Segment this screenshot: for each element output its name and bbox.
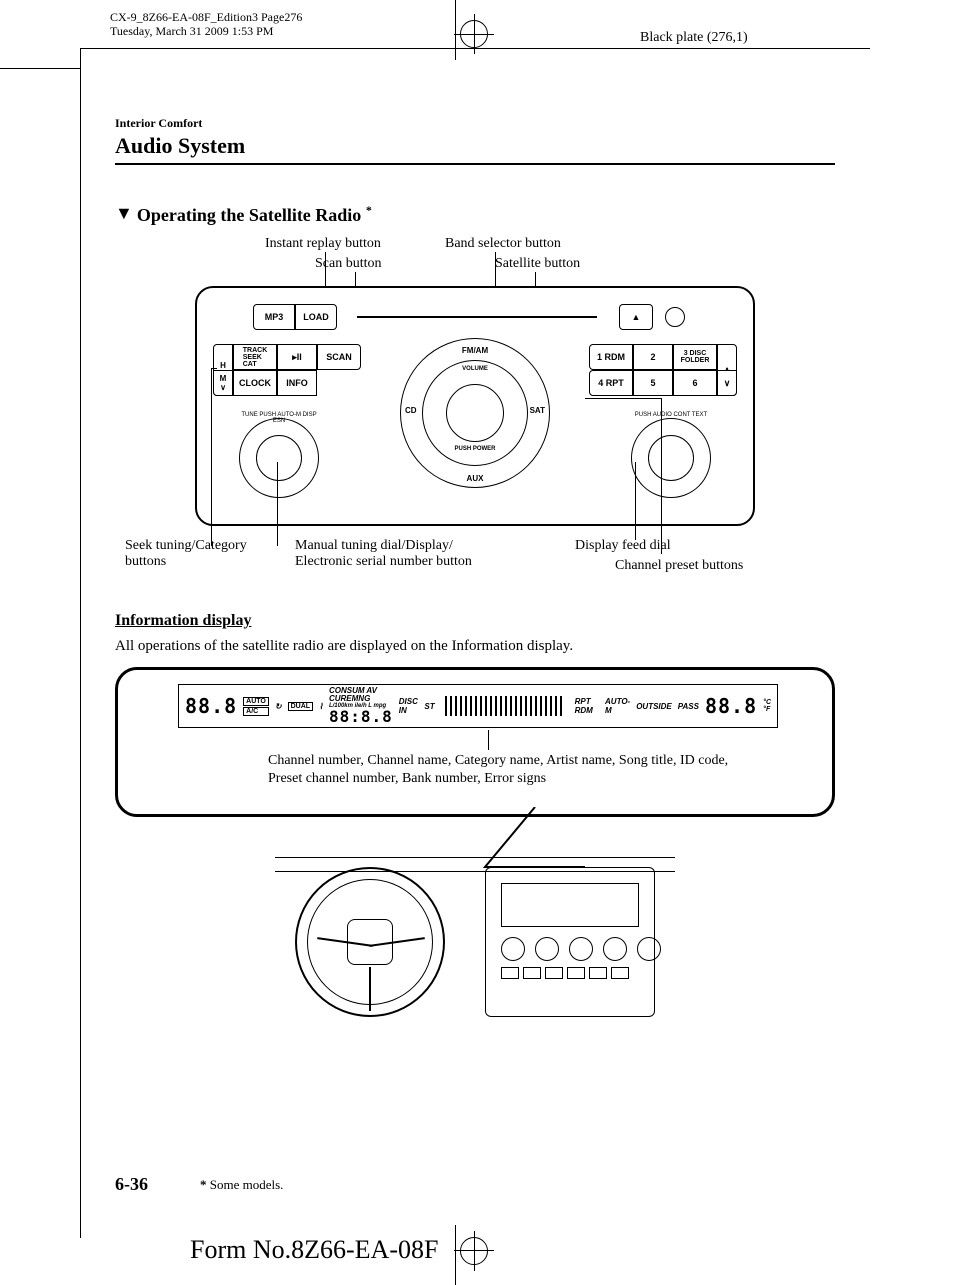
lcd-rptrdm: RPT RDM [575,697,599,715]
callouts-top: Instant replay button Scan button Band s… [115,236,835,286]
m-down-button[interactable]: M∨ [213,370,233,396]
lcd-seg1: 88.8 [185,694,237,718]
lcd-pass: PASS [678,702,699,711]
lcd-consum: CONSUM AV CUREMNG [329,687,393,703]
callout-satellite: Satellite button [495,256,580,272]
callout-manual: Manual tuning dial/Display/ Electronic s… [295,538,472,570]
lcd-panel: 88.8 AUTO A/C ↻ DUAL ⌇ CONSUM AV CUREMNG… [178,684,778,728]
folder-down-button[interactable]: ∨ [717,370,737,396]
lcd-autom: AUTO-M [605,697,630,715]
volume-label: VOLUME [462,366,488,372]
info-display-title: Information display [115,612,835,630]
lcd-deg: °C °F [763,699,771,713]
display-caption: Channel number, Channel name, Category n… [268,752,748,788]
mp3-label: MP3 [253,304,295,330]
lcd-outside: OUTSIDE [636,702,672,711]
info-display-body: All operations of the satellite radio ar… [115,638,835,655]
preset-3-button[interactable]: 3 DISCFOLDER [673,344,717,370]
lcd-seg2: 88:8.8 [329,709,393,725]
eject-button[interactable]: ▲ [619,304,653,330]
aux-label: AUX [467,474,484,483]
preset-2-button[interactable]: 2 [633,344,673,370]
track-seek-cat-button[interactable]: TRACK SEEK CAT [233,344,277,370]
defrost-icon: ⌇ [319,702,323,711]
callout-seek: Seek tuning/Category buttons [125,538,247,570]
audio-knob-label: PUSH AUDIO CONT TEXT [629,412,713,418]
lcd-text-strip [445,696,565,716]
scan-button[interactable]: SCAN [317,344,361,370]
chapter-title: Audio System [115,133,835,159]
dashboard-diagram [265,827,685,1027]
footnote: * Some models. [200,1177,283,1193]
power-button[interactable] [446,384,504,442]
lcd-seg3: 88.8 [705,694,757,718]
lcd-auto: AUTO [243,697,269,706]
cd-slot [357,316,597,318]
preset-1-button[interactable]: 1 RDM [589,344,633,370]
play-pause-button[interactable]: ▸II [277,344,317,370]
callouts-bottom: Seek tuning/Category buttons Manual tuni… [115,532,835,592]
doc-line2: Tuesday, March 31 2009 1:53 PM [110,24,302,38]
sat-label: SAT [530,406,545,415]
breadcrumb: Interior Comfort [115,116,835,131]
power-label: PUSH POWER [454,446,495,452]
doc-meta: CX-9_8Z66-EA-08F_Edition3 Page276 Tuesda… [110,10,302,39]
section-title: ▼Operating the Satellite Radio * [115,203,835,226]
cd-logo-icon [665,307,685,327]
load-button[interactable]: LOAD [295,304,337,330]
preset-5-button[interactable]: 5 [633,370,673,396]
form-number: Form No.8Z66-EA-08F [190,1235,438,1265]
callout-preset: Channel preset buttons [615,558,743,574]
tune-knob-label: TUNE PUSH AUTO-M DISP ESN [237,412,321,424]
fmam-label: FM/AM [462,346,488,355]
audio-cont-knob[interactable] [631,418,711,498]
radio-diagram: MP3 LOAD ▲ H∧ TRACK SEEK CAT ▸II SCAN [195,286,755,526]
preset-4-button[interactable]: 4 RPT [589,370,633,396]
info-display-figure: 88.8 AUTO A/C ↻ DUAL ⌇ CONSUM AV CUREMNG… [115,667,835,817]
callout-feed: Display feed dial [575,538,671,554]
lcd-st: ST [424,702,434,711]
callout-instant-replay: Instant replay button [265,236,381,252]
lcd-discin: DISC IN [399,697,419,715]
cd-label: CD [405,406,417,415]
lcd-ac: A/C [243,707,269,716]
info-button[interactable]: INFO [277,370,317,396]
plate-label: Black plate (276,1) [640,30,748,46]
lcd-dual: DUAL [288,702,313,711]
callout-band-selector: Band selector button [445,236,561,252]
page-number: 6-36 [115,1174,148,1195]
preset-6-button[interactable]: 6 [673,370,717,396]
doc-line1: CX-9_8Z66-EA-08F_Edition3 Page276 [110,10,302,24]
recirculate-icon: ↻ [275,702,282,711]
clock-button-2[interactable]: CLOCK [233,370,277,396]
tune-knob[interactable] [239,418,319,498]
